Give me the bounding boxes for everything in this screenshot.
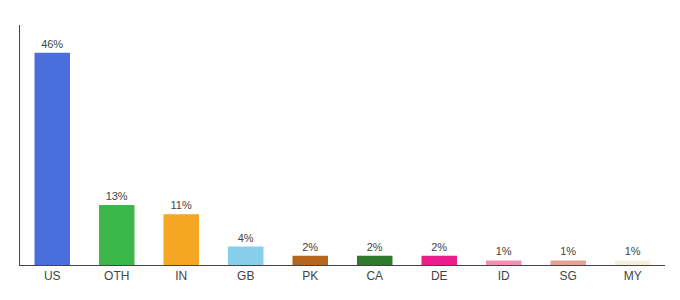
svg-text:46%: 46% [41, 38, 63, 50]
svg-text:GB: GB [237, 269, 254, 283]
svg-text:2%: 2% [367, 241, 383, 253]
svg-text:ID: ID [498, 269, 510, 283]
svg-text:CA: CA [366, 269, 383, 283]
svg-text:2%: 2% [431, 241, 447, 253]
svg-text:MY: MY [624, 269, 642, 283]
svg-text:2%: 2% [302, 241, 318, 253]
svg-text:DE: DE [431, 269, 448, 283]
svg-text:1%: 1% [625, 245, 641, 257]
svg-text:IN: IN [175, 269, 187, 283]
svg-text:OTH: OTH [104, 269, 129, 283]
svg-text:13%: 13% [106, 190, 128, 202]
svg-text:11%: 11% [171, 199, 192, 211]
svg-text:PK: PK [302, 269, 318, 283]
svg-text:1%: 1% [560, 245, 576, 257]
svg-text:1%: 1% [496, 245, 512, 257]
svg-text:US: US [44, 269, 61, 283]
svg-text:SG: SG [560, 269, 577, 283]
svg-text:4%: 4% [238, 232, 254, 244]
